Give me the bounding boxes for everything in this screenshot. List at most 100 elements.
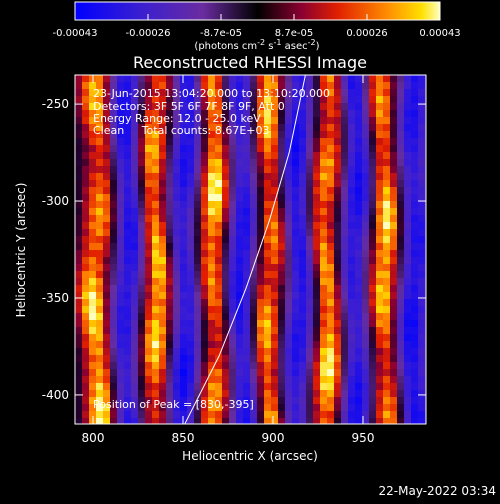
heatmap-cell: [341, 362, 348, 369]
heatmap-cell: [327, 418, 334, 424]
heatmap-cell: [194, 348, 201, 355]
heatmap-cell: [376, 82, 383, 89]
heatmap-cell: [187, 250, 194, 257]
heatmap-cell: [306, 229, 313, 236]
heatmap-cell: [271, 376, 278, 383]
heatmap-cell: [355, 131, 362, 138]
heatmap-cell: [201, 208, 208, 215]
heatmap-cell: [264, 306, 271, 313]
heatmap-cell: [124, 89, 131, 96]
heatmap-cell: [348, 334, 355, 341]
heatmap-cell: [166, 369, 173, 376]
heatmap-cell: [355, 327, 362, 334]
heatmap-cell: [348, 278, 355, 285]
heatmap-cell: [229, 376, 236, 383]
heatmap-cell: [82, 348, 89, 355]
heatmap-cell: [411, 131, 418, 138]
heatmap-cell: [159, 271, 166, 278]
heatmap-cell: [96, 82, 103, 89]
heatmap-cell: [138, 173, 145, 180]
heatmap-cell: [173, 124, 180, 131]
heatmap-cell: [327, 257, 334, 264]
heatmap-cell: [313, 397, 320, 404]
heatmap-cell: [292, 313, 299, 320]
heatmap-cell: [397, 334, 404, 341]
heatmap-cell: [250, 103, 257, 110]
heatmap-cell: [292, 390, 299, 397]
heatmap-cell: [110, 250, 117, 257]
heatmap-cell: [138, 404, 145, 411]
heatmap-cell: [222, 334, 229, 341]
heatmap-cell: [159, 257, 166, 264]
heatmap-cell: [264, 418, 271, 424]
heatmap-cell: [103, 201, 110, 208]
heatmap-cell: [222, 271, 229, 278]
heatmap-cell: [75, 159, 82, 166]
heatmap-cell: [194, 299, 201, 306]
heatmap-cell: [292, 229, 299, 236]
heatmap-cell: [320, 257, 327, 264]
heatmap-cell: [306, 124, 313, 131]
heatmap-cell: [75, 418, 82, 424]
heatmap-cell: [117, 166, 124, 173]
heatmap-cell: [103, 89, 110, 96]
heatmap-cell: [306, 411, 313, 418]
heatmap-cell: [82, 222, 89, 229]
heatmap-cell: [215, 369, 222, 376]
heatmap-cell: [327, 383, 334, 390]
heatmap-cell: [313, 264, 320, 271]
heatmap-cell: [103, 75, 110, 82]
heatmap-cell: [110, 264, 117, 271]
heatmap-cell: [355, 355, 362, 362]
heatmap-cell: [138, 341, 145, 348]
heatmap-cell: [383, 159, 390, 166]
heatmap-cell: [89, 348, 96, 355]
heatmap-cell: [243, 187, 250, 194]
heatmap-cell: [229, 257, 236, 264]
heatmap-cell: [320, 208, 327, 215]
heatmap-cell: [334, 138, 341, 145]
heatmap-cell: [369, 257, 376, 264]
heatmap-cell: [236, 313, 243, 320]
heatmap-cell: [362, 257, 369, 264]
heatmap-cell: [180, 152, 187, 159]
heatmap-cell: [369, 201, 376, 208]
heatmap-cell: [166, 145, 173, 152]
heatmap-cell: [236, 390, 243, 397]
heatmap-cell: [355, 292, 362, 299]
heatmap-cell: [376, 201, 383, 208]
heatmap-cell: [404, 243, 411, 250]
heatmap-cell: [264, 320, 271, 327]
heatmap-cell: [341, 124, 348, 131]
heatmap-cell: [236, 145, 243, 152]
heatmap-cell: [180, 117, 187, 124]
heatmap-cell: [159, 334, 166, 341]
heatmap-cell: [404, 138, 411, 145]
heatmap-cell: [82, 390, 89, 397]
heatmap-cell: [320, 306, 327, 313]
heatmap-cell: [222, 166, 229, 173]
heatmap-cell: [208, 271, 215, 278]
heatmap-cell: [376, 229, 383, 236]
heatmap-cell: [124, 187, 131, 194]
heatmap-cell: [341, 222, 348, 229]
heatmap-cell: [313, 208, 320, 215]
heatmap-cell: [376, 138, 383, 145]
heatmap-cell: [404, 117, 411, 124]
heatmap-cell: [166, 187, 173, 194]
heatmap-cell: [271, 166, 278, 173]
heatmap-cell: [320, 117, 327, 124]
heatmap-cell: [397, 404, 404, 411]
heatmap-cell: [117, 110, 124, 117]
heatmap-cell: [229, 404, 236, 411]
heatmap-cell: [110, 390, 117, 397]
heatmap-cell: [299, 131, 306, 138]
heatmap-cell: [236, 131, 243, 138]
heatmap-cell: [320, 285, 327, 292]
heatmap-cell: [369, 229, 376, 236]
heatmap-cell: [180, 348, 187, 355]
heatmap-cell: [264, 75, 271, 82]
heatmap-cell: [292, 173, 299, 180]
heatmap-cell: [404, 208, 411, 215]
heatmap-cell: [397, 222, 404, 229]
